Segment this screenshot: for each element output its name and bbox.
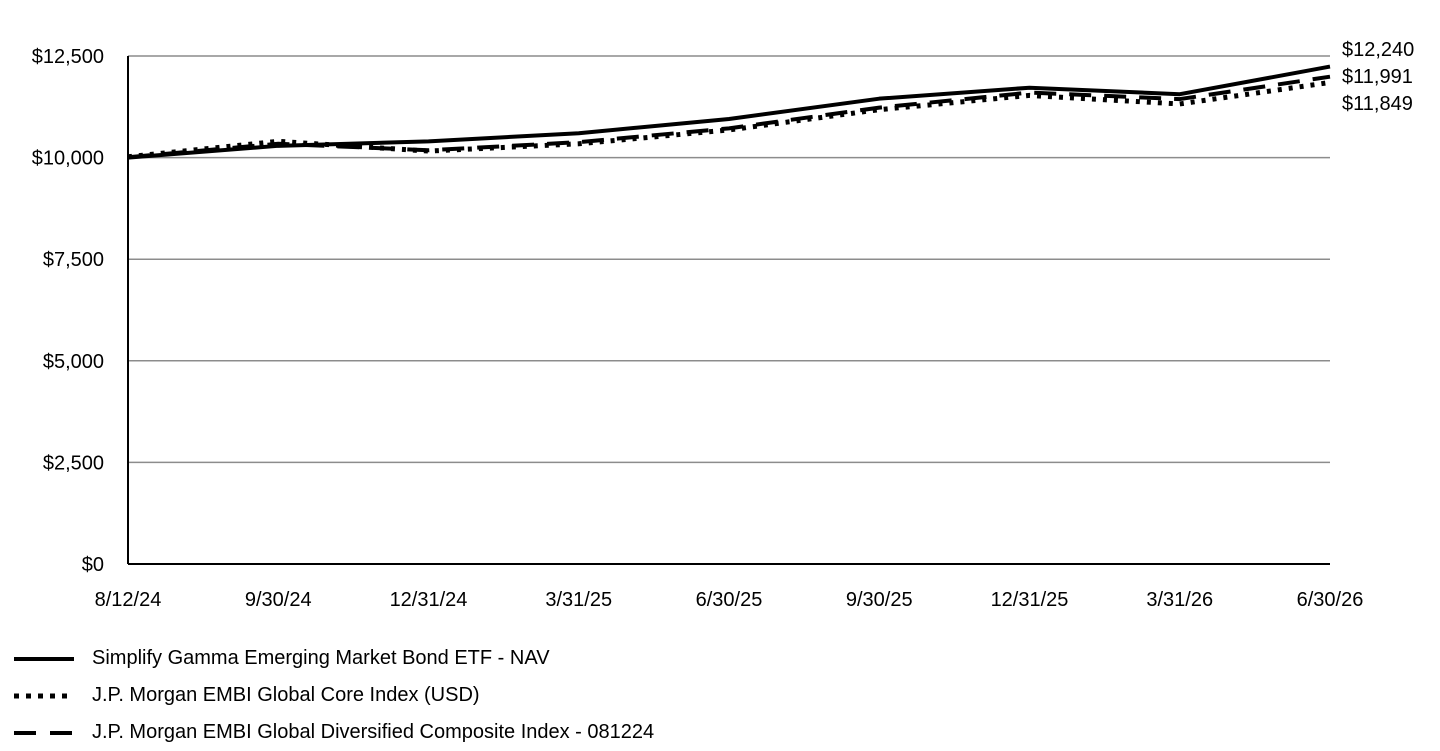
y-tick-label: $5,000 xyxy=(43,351,104,373)
dotted-line-swatch xyxy=(14,693,74,698)
legend-item-diversified-index: J.P. Morgan EMBI Global Diversified Comp… xyxy=(14,714,914,751)
legend-label: J.P. Morgan EMBI Global Diversified Comp… xyxy=(92,721,655,743)
x-tick-label: 12/31/24 xyxy=(390,589,468,611)
x-tick-label: 6/30/25 xyxy=(696,589,763,611)
end-value-label: $11,991 xyxy=(1342,66,1413,88)
axes xyxy=(127,56,1330,565)
end-value-label: $12,240 xyxy=(1342,39,1414,61)
y-tick-label: $10,000 xyxy=(32,148,104,170)
x-tick-label: 3/31/26 xyxy=(1146,589,1213,611)
legend-item-nav: Simplify Gamma Emerging Market Bond ETF … xyxy=(14,640,914,677)
gridlines xyxy=(128,55,1330,464)
x-tick-label: 9/30/24 xyxy=(245,589,312,611)
line-chart: $0 $2,500 $5,000 $7,500 $10,000 $12,500 8/12/2… xyxy=(32,39,1415,611)
x-tick-label: 12/31/25 xyxy=(991,589,1069,611)
end-value-labels: $12,240 $11,991 $11,849 xyxy=(1342,39,1414,115)
legend: Simplify Gamma Emerging Market Bond ETF … xyxy=(14,640,914,751)
series-line-solid xyxy=(127,64,1331,160)
series-lines xyxy=(127,64,1331,160)
y-tick-label: $12,500 xyxy=(32,46,104,68)
tick-labels: $0 $2,500 $5,000 $7,500 $10,000 $12,500 8/12/2… xyxy=(32,46,1364,611)
series-line-dashed xyxy=(127,74,1331,160)
y-tick-label: $7,500 xyxy=(43,249,104,271)
y-tick-label: $0 xyxy=(82,554,104,576)
x-tick-label: 9/30/25 xyxy=(846,589,913,611)
legend-label: J.P. Morgan EMBI Global Core Index (USD) xyxy=(92,684,480,706)
x-tick-label: 8/12/24 xyxy=(95,589,162,611)
x-tick-label: 6/30/26 xyxy=(1297,589,1364,611)
legend-label: Simplify Gamma Emerging Market Bond ETF … xyxy=(92,647,550,669)
x-tick-label: 3/31/25 xyxy=(545,589,612,611)
y-tick-label: $2,500 xyxy=(43,452,104,474)
end-value-label: $11,849 xyxy=(1342,93,1413,115)
solid-line-swatch xyxy=(14,656,74,661)
legend-item-core-index: J.P. Morgan EMBI Global Core Index (USD) xyxy=(14,677,914,714)
dashed-line-swatch xyxy=(14,730,74,735)
